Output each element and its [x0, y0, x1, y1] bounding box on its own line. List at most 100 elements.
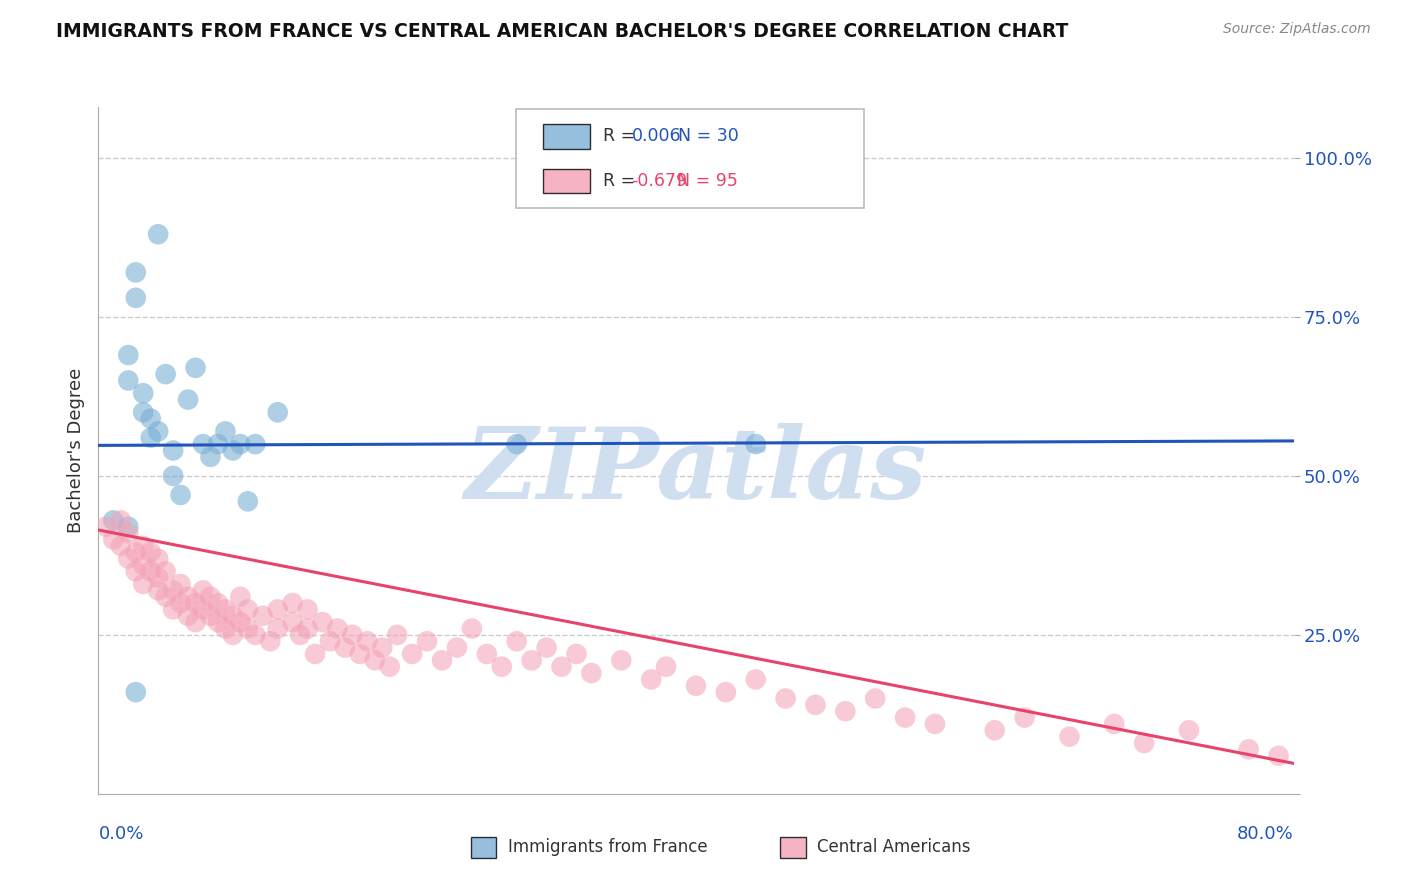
Point — [222, 608, 245, 623]
Point — [536, 640, 558, 655]
Point — [177, 590, 200, 604]
Text: ZIPatlas: ZIPatlas — [465, 423, 927, 519]
Point — [229, 437, 252, 451]
Point — [281, 615, 304, 630]
Point — [191, 602, 214, 616]
Point — [132, 558, 155, 572]
Point — [125, 291, 148, 305]
Point — [349, 647, 371, 661]
Point — [139, 431, 162, 445]
Point — [655, 659, 678, 673]
Point — [364, 653, 387, 667]
Point — [834, 704, 856, 718]
Point — [162, 443, 184, 458]
Point — [200, 590, 222, 604]
Point — [229, 590, 252, 604]
Point — [214, 602, 236, 616]
Text: -0.679: -0.679 — [631, 172, 688, 190]
Point — [245, 437, 267, 451]
Point — [132, 405, 155, 419]
Point — [125, 265, 148, 279]
Point — [685, 679, 707, 693]
Text: Immigrants from France: Immigrants from France — [508, 838, 707, 856]
Point — [430, 653, 453, 667]
Point — [191, 583, 214, 598]
Point — [132, 386, 155, 401]
Point — [865, 691, 887, 706]
Point — [177, 608, 200, 623]
Point — [1178, 723, 1201, 738]
Point — [169, 596, 191, 610]
Point — [222, 443, 245, 458]
Point — [1237, 742, 1260, 756]
Point — [775, 691, 797, 706]
Point — [132, 539, 155, 553]
Point — [207, 596, 229, 610]
Text: N = 30: N = 30 — [666, 128, 738, 145]
Point — [745, 673, 768, 687]
Point — [148, 227, 170, 242]
Point — [371, 640, 394, 655]
Point — [894, 710, 917, 724]
Text: R =: R = — [603, 172, 641, 190]
Point — [311, 615, 333, 630]
Point — [236, 622, 259, 636]
Point — [385, 628, 409, 642]
Point — [200, 450, 222, 464]
Point — [222, 628, 245, 642]
Point — [94, 520, 117, 534]
Point — [1014, 710, 1036, 724]
Point — [184, 596, 207, 610]
Point — [461, 622, 484, 636]
Point — [401, 647, 423, 661]
Point — [520, 653, 543, 667]
Point — [565, 647, 588, 661]
Point — [281, 596, 304, 610]
Point — [117, 520, 139, 534]
Point — [125, 545, 148, 559]
Point — [184, 615, 207, 630]
Point — [117, 526, 139, 541]
Point — [155, 590, 177, 604]
Point — [169, 488, 191, 502]
Point — [288, 628, 311, 642]
Point — [148, 425, 170, 439]
Y-axis label: Bachelor's Degree: Bachelor's Degree — [66, 368, 84, 533]
Point — [162, 602, 184, 616]
Point — [267, 405, 290, 419]
Point — [125, 685, 148, 699]
Text: Central Americans: Central Americans — [817, 838, 970, 856]
Point — [155, 367, 177, 381]
Point — [475, 647, 498, 661]
Point — [267, 602, 290, 616]
Point — [1104, 717, 1126, 731]
Point — [304, 647, 326, 661]
Point — [640, 673, 662, 687]
Text: 80.0%: 80.0% — [1237, 825, 1294, 843]
Point — [378, 659, 401, 673]
Point — [125, 564, 148, 578]
Point — [297, 622, 319, 636]
Point — [214, 425, 236, 439]
Point — [550, 659, 572, 673]
Point — [252, 608, 274, 623]
Text: N = 95: N = 95 — [676, 172, 738, 190]
Point — [259, 634, 281, 648]
Point — [1267, 748, 1289, 763]
Text: IMMIGRANTS FROM FRANCE VS CENTRAL AMERICAN BACHELOR'S DEGREE CORRELATION CHART: IMMIGRANTS FROM FRANCE VS CENTRAL AMERIC… — [56, 22, 1069, 41]
Point — [139, 545, 162, 559]
Point — [267, 622, 290, 636]
Point — [745, 437, 768, 451]
Point — [177, 392, 200, 407]
Point — [162, 583, 184, 598]
Point — [506, 437, 529, 451]
Point — [1059, 730, 1081, 744]
Point — [162, 469, 184, 483]
Point — [297, 602, 319, 616]
Point — [191, 437, 214, 451]
Point — [984, 723, 1007, 738]
Point — [319, 634, 342, 648]
Point — [610, 653, 633, 667]
Point — [491, 659, 513, 673]
Point — [342, 628, 364, 642]
